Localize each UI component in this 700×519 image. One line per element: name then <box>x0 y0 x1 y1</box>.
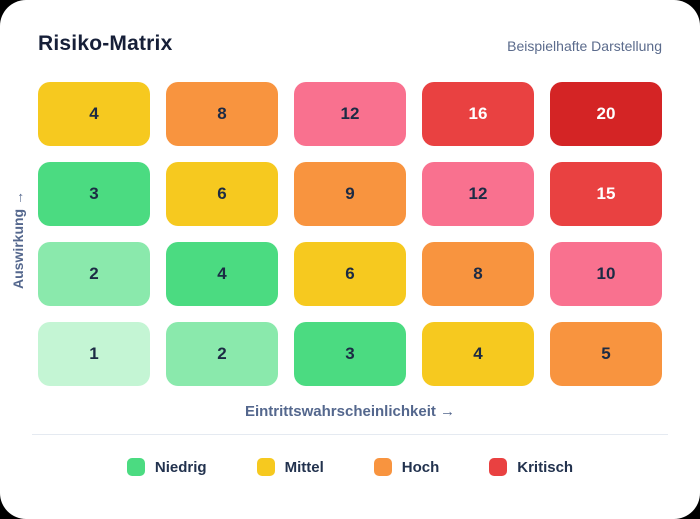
legend-item: Kritisch <box>489 458 573 476</box>
matrix-cell: 10 <box>550 242 662 306</box>
matrix-cell: 16 <box>422 82 534 146</box>
matrix-cell: 6 <box>166 162 278 226</box>
matrix-cell: 8 <box>422 242 534 306</box>
legend-item: Niedrig <box>126 458 207 476</box>
x-axis-label: Eintrittswahrscheinlichkeit → <box>244 403 456 420</box>
card-subtitle: Beispielhafte Darstellung <box>507 38 662 54</box>
page-title: Risiko-Matrix <box>38 32 173 55</box>
legend-swatch-icon <box>489 458 508 476</box>
legend-swatch-icon <box>373 458 392 476</box>
matrix-cell: 1 <box>38 322 150 386</box>
legend-swatch-icon <box>126 458 145 476</box>
matrix-cell: 15 <box>550 162 662 226</box>
y-axis-label: Auswirkung → <box>10 190 26 290</box>
matrix-cell: 4 <box>166 242 278 306</box>
legend-divider <box>32 434 668 435</box>
matrix-cell: 2 <box>166 322 278 386</box>
matrix-cell: 3 <box>38 162 150 226</box>
legend-swatch-icon <box>256 458 275 476</box>
matrix-cell: 12 <box>422 162 534 226</box>
matrix-cell: 3 <box>294 322 406 386</box>
matrix-cell: 20 <box>550 82 662 146</box>
matrix-cell: 4 <box>422 322 534 386</box>
risk-grid: 4 8 12 16 20 3 6 9 12 15 2 4 6 8 10 1 2 3 4 5 <box>38 82 662 386</box>
legend-label: Mittel <box>284 458 324 476</box>
legend-label: Hoch <box>401 458 440 476</box>
legend-item: Hoch <box>373 458 440 476</box>
matrix-cell: 8 <box>166 82 278 146</box>
legend: Niedrig Mittel Hoch Kritisch <box>38 435 662 499</box>
matrix-cell: 2 <box>38 242 150 306</box>
legend-label: Niedrig <box>154 458 207 476</box>
matrix-cell: 6 <box>294 242 406 306</box>
legend-item: Mittel <box>256 458 324 476</box>
matrix-cell: 12 <box>294 82 406 146</box>
card-header: Risiko-Matrix Beispielhafte Darstellung <box>38 32 662 56</box>
matrix-cell: 4 <box>38 82 150 146</box>
matrix-cell: 5 <box>550 322 662 386</box>
legend-label: Kritisch <box>517 458 574 476</box>
matrix-cell: 9 <box>294 162 406 226</box>
